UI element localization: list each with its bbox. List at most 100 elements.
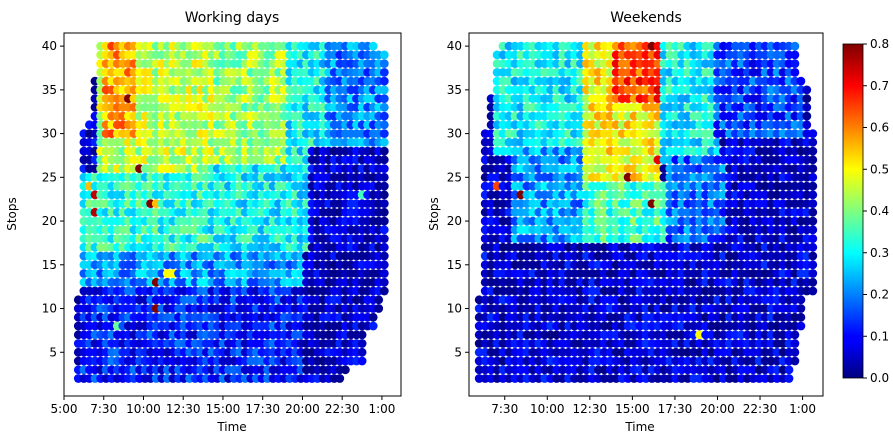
data-point bbox=[802, 120, 812, 130]
y-tick-label: 30 bbox=[42, 127, 57, 141]
data-point bbox=[808, 277, 818, 287]
colorbar-tick-label: 0.4 bbox=[870, 204, 889, 218]
data-point bbox=[368, 312, 378, 322]
colorbar-gradient bbox=[842, 43, 864, 379]
y-tick-label: 15 bbox=[42, 258, 57, 272]
data-point bbox=[357, 347, 367, 357]
colorbar: 0.0 0.1 0.2 0.3 0.4 0.5 0.6 0.7 0.8 bbox=[842, 37, 889, 385]
x-tick-label: 22:30 bbox=[743, 402, 778, 416]
data-point bbox=[379, 59, 389, 68]
data-point bbox=[357, 330, 367, 340]
data-point bbox=[379, 120, 389, 130]
x-tick-label: 15:00 bbox=[615, 402, 650, 416]
data-point bbox=[808, 190, 818, 200]
x-tick-label: 1:00 bbox=[789, 402, 816, 416]
data-point bbox=[357, 356, 367, 366]
data-point bbox=[808, 137, 818, 147]
y-tick-label: 15 bbox=[447, 258, 462, 272]
data-point bbox=[790, 347, 800, 357]
working-days-xlabel: Time bbox=[216, 420, 246, 434]
weekends-xlabel: Time bbox=[624, 420, 654, 434]
data-point bbox=[790, 68, 800, 77]
y-tick-label: 20 bbox=[42, 214, 57, 228]
colorbar-tick-label: 0.3 bbox=[870, 246, 889, 260]
weekends-points bbox=[474, 41, 818, 383]
data-point bbox=[808, 199, 818, 209]
data-point bbox=[379, 225, 389, 235]
x-tick-label: 12:30 bbox=[166, 402, 201, 416]
colorbar-tick-label: 0.0 bbox=[870, 371, 889, 385]
data-point bbox=[808, 181, 818, 191]
colorbar-ticks: 0.0 0.1 0.2 0.3 0.4 0.5 0.6 0.7 0.8 bbox=[863, 37, 889, 385]
data-point bbox=[790, 50, 800, 60]
data-point bbox=[368, 321, 378, 331]
data-point bbox=[368, 41, 378, 51]
data-point bbox=[790, 339, 800, 348]
x-tick-label: 15:00 bbox=[206, 402, 241, 416]
weekends-x-ticks: 7:30 10:00 12:30 15:00 17:30 20:00 22:30 1:00 bbox=[491, 396, 816, 416]
data-point bbox=[796, 295, 806, 305]
data-point bbox=[808, 216, 818, 226]
data-point bbox=[784, 365, 794, 375]
data-point bbox=[802, 102, 812, 112]
y-tick-label: 10 bbox=[447, 302, 462, 316]
weekends-y-ticks: 5 10 15 20 25 30 35 40 bbox=[447, 39, 469, 359]
data-point bbox=[802, 85, 812, 95]
data-point bbox=[808, 242, 818, 252]
data-point bbox=[796, 76, 806, 86]
y-tick-label: 25 bbox=[42, 170, 57, 184]
data-point bbox=[379, 155, 389, 165]
data-point bbox=[790, 59, 800, 68]
x-tick-label: 20:00 bbox=[285, 402, 320, 416]
data-point bbox=[784, 374, 794, 383]
data-point bbox=[790, 356, 800, 366]
data-point bbox=[808, 172, 818, 182]
working-days-axes-frame bbox=[63, 32, 402, 397]
data-point bbox=[379, 146, 389, 156]
y-tick-label: 40 bbox=[447, 39, 462, 53]
data-point bbox=[790, 41, 800, 51]
y-tick-label: 10 bbox=[42, 302, 57, 316]
x-tick-label: 10:00 bbox=[530, 402, 565, 416]
data-point bbox=[808, 234, 818, 244]
data-point bbox=[796, 304, 806, 313]
data-point bbox=[808, 155, 818, 165]
y-tick-label: 35 bbox=[447, 83, 462, 97]
colorbar-tick-label: 0.2 bbox=[870, 288, 889, 302]
data-point bbox=[796, 321, 806, 331]
working-days-y-ticks: 5 10 15 20 25 30 35 40 bbox=[42, 39, 64, 359]
weekends-panel: Weekends Time Stops 7:30 10:00 12:30 15:00 1… bbox=[427, 10, 824, 434]
data-point bbox=[357, 339, 367, 348]
data-point bbox=[379, 68, 389, 77]
working-days-points bbox=[73, 41, 389, 383]
data-point bbox=[802, 94, 812, 103]
data-point bbox=[379, 251, 389, 261]
data-point bbox=[790, 330, 800, 340]
data-point bbox=[379, 76, 389, 86]
x-tick-label: 7:30 bbox=[90, 402, 117, 416]
working-days-ylabel: Stops bbox=[5, 197, 19, 231]
data-point bbox=[379, 260, 389, 270]
data-point bbox=[808, 260, 818, 270]
data-point bbox=[379, 199, 389, 209]
data-point bbox=[379, 111, 389, 121]
data-point bbox=[808, 146, 818, 156]
colorbar-tick-label: 0.1 bbox=[870, 329, 889, 343]
data-point bbox=[802, 111, 812, 121]
colorbar-tick-label: 0.8 bbox=[870, 37, 889, 51]
data-point bbox=[379, 94, 389, 103]
data-point bbox=[808, 129, 818, 139]
data-point bbox=[379, 234, 389, 244]
data-point bbox=[379, 242, 389, 252]
data-point bbox=[379, 286, 389, 296]
y-tick-label: 5 bbox=[454, 345, 462, 359]
weekends-title: Weekends bbox=[610, 10, 682, 26]
data-point bbox=[379, 102, 389, 112]
x-tick-label: 17:30 bbox=[245, 402, 280, 416]
data-point bbox=[808, 251, 818, 261]
data-point bbox=[374, 304, 384, 313]
data-point bbox=[808, 286, 818, 296]
data-point bbox=[379, 277, 389, 287]
y-tick-label: 20 bbox=[447, 214, 462, 228]
